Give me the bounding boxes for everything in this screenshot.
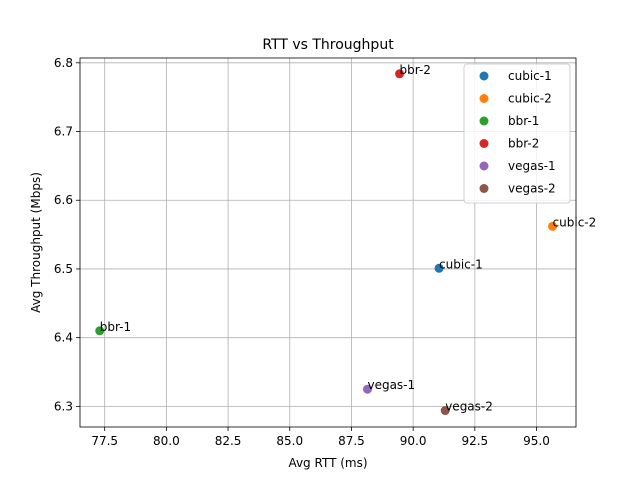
x-tick-label: 82.5 — [215, 434, 242, 448]
legend-item-cubic-1: cubic-1 — [479, 69, 552, 83]
data-points — [95, 69, 558, 416]
data-point-bbr-1 — [95, 326, 105, 336]
legend-marker — [479, 139, 489, 148]
data-point-cubic-2 — [548, 221, 558, 231]
x-tick-label: 90.0 — [400, 434, 427, 448]
y-tick-label: 6.8 — [54, 56, 73, 70]
x-tick-label: 87.5 — [338, 434, 365, 448]
data-point-cubic-1 — [434, 263, 444, 273]
y-axis-ticks: 6.3 6.4 6.5 6.6 6.7 6.8 — [54, 56, 80, 413]
legend-label: bbr-2 — [508, 137, 539, 151]
legend-item-bbr-1: bbr-1 — [479, 114, 539, 128]
point-label-vegas-1: vegas-1 — [367, 378, 415, 392]
data-point-vegas-1 — [362, 384, 372, 394]
x-axis-ticks: 77.5 80.0 82.5 85.0 87.5 90.0 92.5 95.0 — [91, 427, 550, 448]
x-tick-label: 77.5 — [91, 434, 118, 448]
y-tick-label: 6.7 — [54, 125, 73, 139]
x-axis-title: Avg RTT (ms) — [288, 456, 367, 470]
y-tick-label: 6.3 — [54, 399, 73, 413]
legend-items: cubic-1 cubic-2 bbr-1 bbr-2 vegas-1 vegas-2 — [479, 69, 556, 196]
point-label-cubic-2: cubic-2 — [553, 215, 597, 229]
point-label-bbr-1: bbr-1 — [100, 320, 131, 334]
data-point-vegas-2 — [440, 406, 450, 416]
legend: cubic-1 cubic-2 bbr-1 bbr-2 vegas-1 vegas-2 — [463, 63, 571, 204]
axes — [79, 57, 577, 428]
legend-label: vegas-1 — [508, 159, 556, 173]
x-tick-label: 85.0 — [276, 434, 303, 448]
x-tick-label: 80.0 — [153, 434, 180, 448]
point-label-cubic-1: cubic-1 — [439, 257, 483, 271]
legend-marker — [479, 161, 489, 171]
y-tick-label: 6.4 — [54, 331, 73, 345]
point-label-bbr-2: bbr-2 — [400, 63, 431, 77]
x-tick-label: 95.0 — [523, 434, 550, 448]
legend-box — [463, 63, 571, 204]
legend-label: cubic-2 — [508, 92, 552, 106]
point-label-vegas-2: vegas-2 — [445, 400, 493, 414]
data-point-bbr-2 — [395, 69, 405, 79]
legend-label: bbr-1 — [508, 114, 539, 128]
legend-label: vegas-2 — [508, 182, 556, 196]
legend-item-vegas-1: vegas-1 — [479, 159, 556, 173]
y-axis-title: Avg Throughput (Mbps) — [29, 172, 43, 313]
legend-marker — [479, 184, 489, 193]
legend-item-vegas-2: vegas-2 — [479, 182, 556, 196]
x-tick-label: 92.5 — [461, 434, 488, 448]
legend-marker — [479, 116, 489, 126]
chart-title: RTT vs Throughput — [262, 37, 394, 53]
point-labels: cubic-1 cubic-2 bbr-1 bbr-2 vegas-1 vegas-2 — [100, 63, 597, 414]
y-tick-label: 6.6 — [54, 193, 73, 207]
legend-item-cubic-2: cubic-2 — [479, 92, 552, 106]
plot-frame — [79, 57, 577, 428]
legend-item-bbr-2: bbr-2 — [479, 137, 539, 151]
legend-label: cubic-1 — [508, 69, 552, 83]
y-tick-label: 6.5 — [54, 262, 73, 276]
legend-marker — [479, 94, 489, 103]
legend-marker — [479, 71, 489, 81]
